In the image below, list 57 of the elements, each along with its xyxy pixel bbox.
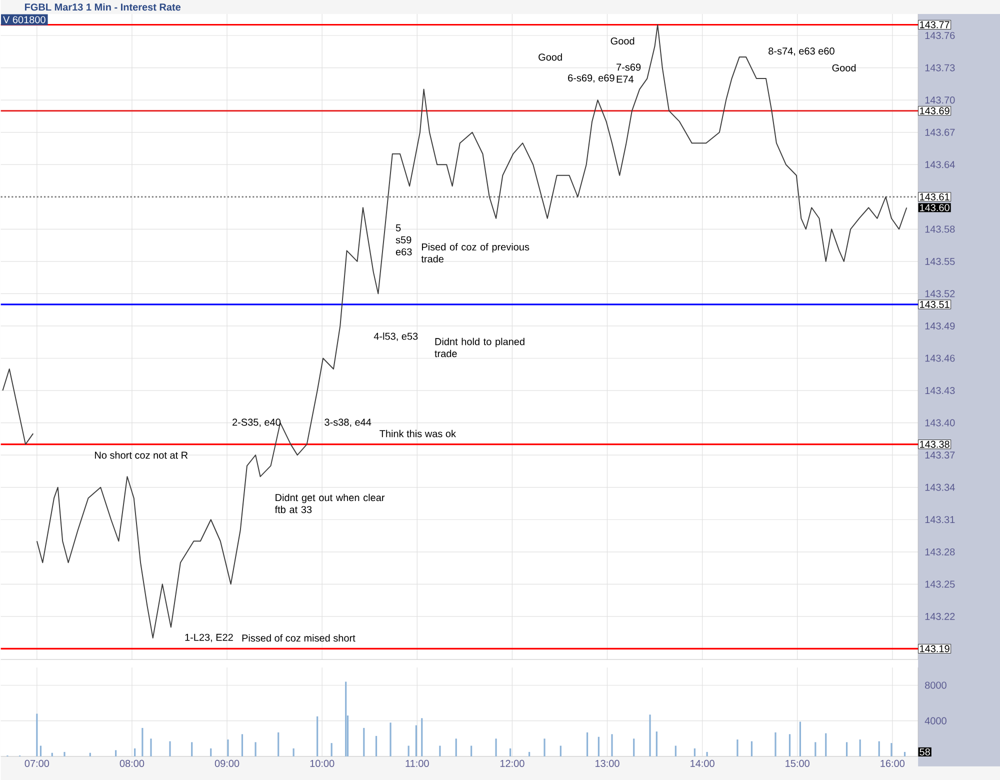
y-tick-label: 143.43 <box>925 386 955 394</box>
x-tick-label: 14:00 <box>690 760 714 767</box>
y-tick-label: 143.37 <box>925 451 955 458</box>
annotation: 6-s69, e69 <box>568 74 614 82</box>
y-tick-label: 143.28 <box>925 548 955 556</box>
annotation: Think this was ok <box>380 430 456 438</box>
annotation: 5 s59 e63 <box>396 224 412 256</box>
annotation: 1-L23, E22 <box>185 634 233 642</box>
annotation: 4-l53, e53 <box>374 332 418 341</box>
y-tick-label: 143.22 <box>925 612 955 620</box>
y-tick-label: 143.52 <box>925 290 955 298</box>
ref-line-label: 143.69 <box>920 107 950 114</box>
x-tick-label: 12:00 <box>500 760 524 767</box>
y-tick-label: 143.73 <box>925 64 955 72</box>
x-tick-label: 13:00 <box>596 760 620 767</box>
ref-line-label: 143.19 <box>920 644 950 652</box>
annotation: Didnt hold to planed trade <box>434 338 524 357</box>
y-tick-label: 143.49 <box>925 322 955 330</box>
y-tick-label: 4000 <box>924 717 946 724</box>
ref-line-label: 143.38 <box>920 440 950 448</box>
y-tick-label: 143.40 <box>925 419 955 426</box>
x-tick-label: 11:00 <box>406 760 429 767</box>
annotation: 7-s69 E74 <box>616 63 641 82</box>
annotation: Didnt get out when clear ftb at 33 <box>274 494 385 513</box>
y-tick-label: 143.25 <box>925 580 955 588</box>
ref-line-label: 143.51 <box>920 300 950 308</box>
annotation: Good <box>832 64 856 72</box>
ref-line-label: 143.77 <box>920 21 950 28</box>
annotation: Good <box>610 37 634 44</box>
annotation: 3-s38, e44 <box>324 418 372 427</box>
annotation: 8-s74, e63 e60 <box>768 47 834 56</box>
y-tick-label: 143.31 <box>925 516 955 523</box>
x-tick-label: 15:00 <box>786 760 810 767</box>
annotation: No short coz not at R <box>95 451 188 459</box>
text: 143.60 <box>920 204 950 211</box>
x-tick-label: 09:00 <box>214 760 240 767</box>
y-tick-label: 143.46 <box>925 354 955 362</box>
annotation: Good <box>538 53 562 60</box>
y-tick-label: 143.67 <box>925 128 955 136</box>
y-tick-label: 143.58 <box>925 225 955 232</box>
x-tick-label: 16:00 <box>880 760 905 767</box>
y-tick-label: 143.76 <box>925 32 955 39</box>
annotation: Pissed of coz mised short <box>242 634 356 642</box>
x-tick-label: 07:00 <box>24 760 50 767</box>
y-tick-label: 143.34 <box>925 484 955 491</box>
x-tick-label: 10:00 <box>310 760 334 767</box>
y-tick-label: 143.55 <box>925 258 955 265</box>
x-tick-label: 08:00 <box>120 760 144 767</box>
y-tick-label: 143.64 <box>925 160 955 168</box>
chart-title: FGBL Mar13 1 Min - Interest Rate <box>24 3 181 10</box>
text: 58 <box>920 748 930 756</box>
y-tick-label: 8000 <box>925 682 946 689</box>
y-tick-label: 143.70 <box>925 96 955 104</box>
ref-line-label: 143.61 <box>920 193 950 200</box>
annotation: 2-S35, e40 <box>232 418 281 427</box>
annotation: Pised of coz of previous trade <box>421 242 530 262</box>
annotation: V 601800 <box>3 16 46 24</box>
